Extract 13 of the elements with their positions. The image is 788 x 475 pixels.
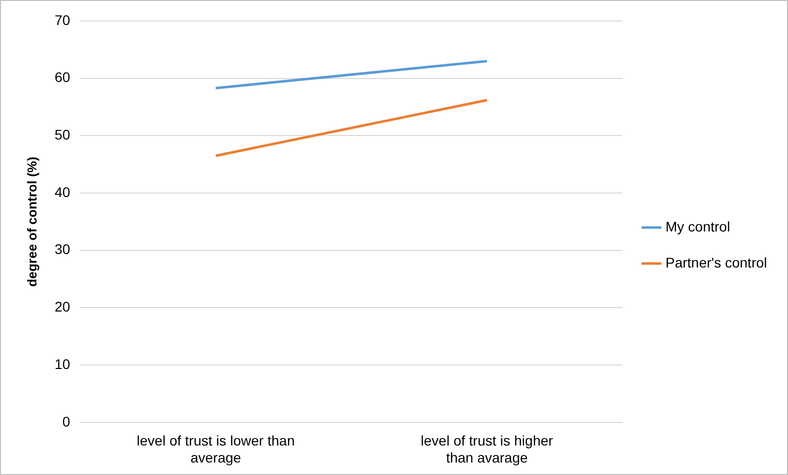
y-tick-label: 10 <box>54 356 70 372</box>
y-tick-label: 70 <box>54 12 70 28</box>
y-tick-label: 0 <box>62 413 70 430</box>
y-tick-label: 60 <box>54 69 70 86</box>
y-tick-label: 40 <box>54 184 70 200</box>
legend-label: My control <box>666 218 730 234</box>
x-tick-label: level of trust is higher than avarage <box>420 432 554 466</box>
y-tick-label: 30 <box>54 241 70 258</box>
y-tick-label: 20 <box>54 298 70 315</box>
y-tick-label: 50 <box>54 126 70 143</box>
y-axis-title: degree of control (%) <box>24 156 40 287</box>
legend-label: Partner's control <box>666 254 768 270</box>
x-tick-label: level of trust is lower than average <box>136 432 295 466</box>
